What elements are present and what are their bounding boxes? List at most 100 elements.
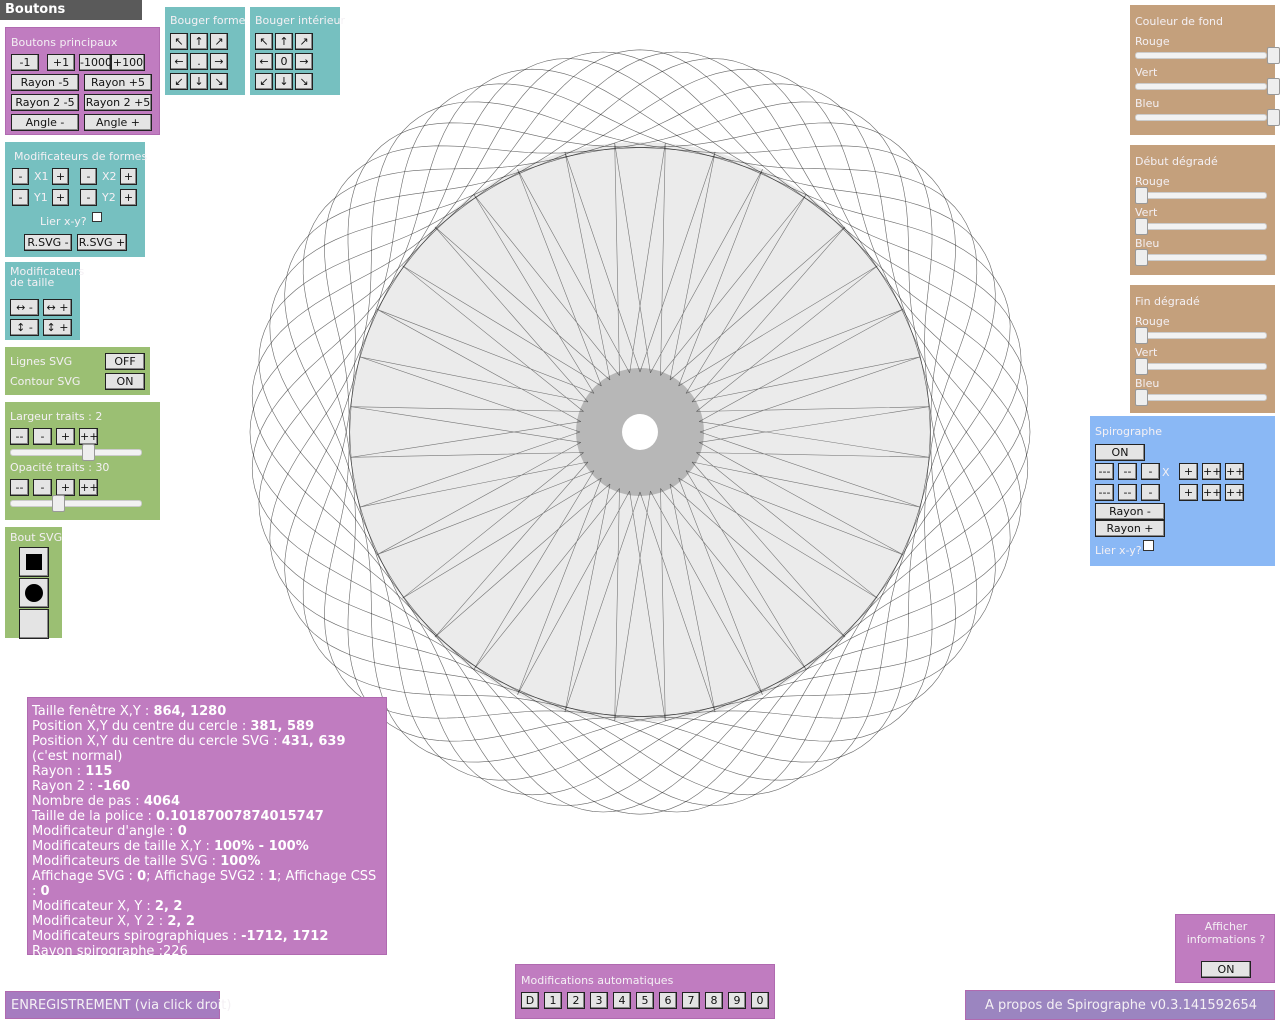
- info-value: 431, 639: [281, 734, 346, 749]
- button[interactable]: +: [52, 168, 69, 185]
- button[interactable]: D: [521, 992, 539, 1009]
- button[interactable]: Rayon -5: [11, 74, 79, 91]
- button[interactable]: -: [33, 428, 52, 445]
- button[interactable]: ↔ -: [10, 299, 39, 316]
- button[interactable]: →: [295, 53, 313, 70]
- button[interactable]: ↗: [295, 33, 313, 50]
- button[interactable]: Rayon 2 +5: [84, 94, 152, 111]
- button[interactable]: +: [1179, 463, 1198, 480]
- button[interactable]: Rayon -: [1095, 503, 1165, 520]
- button[interactable]: ++: [1202, 463, 1221, 480]
- button[interactable]: ---: [1095, 463, 1114, 480]
- button[interactable]: ++: [1202, 484, 1221, 501]
- button[interactable]: --: [1118, 463, 1137, 480]
- button[interactable]: ↔ +: [43, 299, 72, 316]
- button[interactable]: ←: [170, 53, 188, 70]
- checkbox[interactable]: [1143, 540, 1154, 551]
- button[interactable]: Angle +: [84, 114, 152, 131]
- button[interactable]: →: [210, 53, 228, 70]
- button[interactable]: 4: [613, 992, 631, 1009]
- button[interactable]: -: [1141, 484, 1160, 501]
- button[interactable]: -: [12, 189, 29, 206]
- button[interactable]: 7: [682, 992, 700, 1009]
- button[interactable]: ←: [255, 53, 273, 70]
- endcap-option[interactable]: [19, 609, 49, 639]
- button[interactable]: 8: [705, 992, 723, 1009]
- button[interactable]: 2: [567, 992, 585, 1009]
- channel-label: Bleu: [1135, 97, 1160, 110]
- panel-title: Bout SVG: [10, 531, 63, 544]
- button[interactable]: ON: [105, 373, 145, 390]
- button[interactable]: ↑: [190, 33, 208, 50]
- endcap-option[interactable]: [19, 578, 49, 608]
- button[interactable]: -: [12, 168, 29, 185]
- button[interactable]: --: [1118, 484, 1137, 501]
- button[interactable]: --: [10, 428, 29, 445]
- checkbox[interactable]: [92, 212, 102, 222]
- move-panel: Bouger forme ↖ ↑ ↗ ←. → ↙ ↓ ↘: [165, 7, 245, 95]
- button[interactable]: ↙: [255, 73, 273, 90]
- button[interactable]: ↕ -: [10, 319, 39, 336]
- button[interactable]: ON: [1095, 444, 1145, 461]
- button[interactable]: +: [52, 189, 69, 206]
- button[interactable]: +100: [111, 54, 145, 71]
- button[interactable]: ↓: [275, 73, 293, 90]
- button[interactable]: ↗: [210, 33, 228, 50]
- info-line: Rayon 2 : -160: [32, 779, 382, 794]
- info-line: Position X,Y du centre du cercle : 381, …: [32, 719, 382, 734]
- slider-thumb: [1267, 109, 1280, 126]
- spiro-loop: [251, 51, 1029, 813]
- button[interactable]: 5: [636, 992, 654, 1009]
- button[interactable]: ↕ +: [43, 319, 72, 336]
- button[interactable]: Angle -: [11, 114, 79, 131]
- info-value: 4064: [143, 794, 180, 809]
- button[interactable]: +1: [47, 54, 75, 71]
- button[interactable]: 3: [590, 992, 608, 1009]
- button[interactable]: Rayon 2 -5: [11, 94, 79, 111]
- button[interactable]: ↑: [275, 33, 293, 50]
- button[interactable]: 0: [751, 992, 769, 1009]
- button[interactable]: --: [10, 479, 29, 496]
- button[interactable]: +: [1179, 484, 1198, 501]
- button[interactable]: -: [80, 168, 97, 185]
- panel-title: Bouger intérieur: [255, 14, 345, 27]
- button[interactable]: +: [56, 428, 75, 445]
- info-line: Taille fenêtre X,Y : 864, 1280: [32, 704, 382, 719]
- button[interactable]: ++: [79, 479, 98, 496]
- button[interactable]: Rayon +: [1095, 520, 1165, 537]
- button[interactable]: ↘: [295, 73, 313, 90]
- button[interactable]: +: [120, 168, 137, 185]
- button[interactable]: .: [190, 53, 208, 70]
- button[interactable]: ↘: [210, 73, 228, 90]
- button[interactable]: 0: [275, 53, 293, 70]
- button[interactable]: ↓: [190, 73, 208, 90]
- button[interactable]: ++: [1225, 463, 1244, 480]
- show-info-panel: Afficher informations ? ON: [1175, 914, 1275, 983]
- button[interactable]: +: [56, 479, 75, 496]
- info-label: ; Affichage CSS :: [32, 869, 381, 899]
- button[interactable]: R.SVG -: [24, 234, 72, 251]
- button[interactable]: ++: [79, 428, 98, 445]
- button[interactable]: OFF: [105, 353, 145, 370]
- endcap-option[interactable]: [19, 547, 49, 577]
- button[interactable]: ++: [1225, 484, 1244, 501]
- button[interactable]: 9: [728, 992, 746, 1009]
- button[interactable]: ↖: [255, 33, 273, 50]
- button[interactable]: -: [80, 189, 97, 206]
- button[interactable]: +: [120, 189, 137, 206]
- button[interactable]: ↙: [170, 73, 188, 90]
- button[interactable]: 6: [659, 992, 677, 1009]
- button[interactable]: ON: [1201, 961, 1251, 978]
- button[interactable]: 1: [544, 992, 562, 1009]
- move-panel: Bouger intérieur ↖ ↑ ↗ ← 0 → ↙ ↓ ↘: [250, 7, 345, 95]
- button[interactable]: -1: [11, 54, 39, 71]
- button[interactable]: -: [33, 479, 52, 496]
- spiro-loop: [251, 51, 1029, 813]
- shape-modifiers-panel: Modificateurs de formes - X1 + - X2 + - Y1 + - Y2 + L…: [5, 142, 147, 257]
- button[interactable]: ↖: [170, 33, 188, 50]
- button[interactable]: R.SVG +: [77, 234, 127, 251]
- button[interactable]: -1000: [79, 54, 111, 71]
- button[interactable]: -: [1141, 463, 1160, 480]
- button[interactable]: ---: [1095, 484, 1114, 501]
- button[interactable]: Rayon +5: [84, 74, 152, 91]
